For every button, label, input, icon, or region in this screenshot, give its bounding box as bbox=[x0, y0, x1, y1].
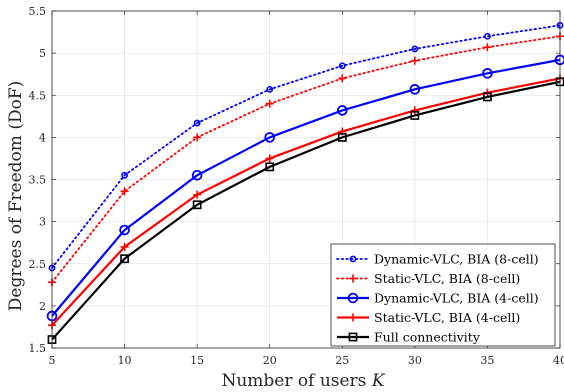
y-axis-label: Degrees of Freedom (DoF) bbox=[6, 81, 26, 312]
data-point bbox=[265, 162, 275, 172]
legend-marker bbox=[348, 332, 358, 342]
data-point bbox=[264, 132, 276, 143]
legend-box bbox=[330, 243, 556, 347]
legend-marker bbox=[349, 313, 357, 322]
data-point bbox=[119, 224, 130, 236]
data-point bbox=[410, 106, 419, 115]
series-line bbox=[51, 80, 561, 341]
legend-label: Full connectivity bbox=[374, 330, 481, 345]
y-tick-label: 1.5 bbox=[29, 342, 47, 355]
x-tick-label: 40 bbox=[553, 354, 564, 367]
y-tick-label: 5 bbox=[39, 47, 46, 60]
data-point bbox=[338, 62, 346, 70]
legend-marker bbox=[347, 292, 359, 304]
x-axis-label-text: Number of users bbox=[221, 371, 371, 391]
data-point bbox=[409, 84, 421, 95]
data-point bbox=[410, 111, 420, 120]
data-point bbox=[483, 43, 492, 52]
x-tick-label: 30 bbox=[408, 354, 422, 367]
data-point bbox=[483, 92, 492, 102]
data-point bbox=[410, 56, 419, 65]
x-tick-label: 25 bbox=[335, 354, 349, 367]
x-tick-label: 35 bbox=[480, 354, 494, 367]
data-point bbox=[338, 74, 347, 83]
x-tick-label: 20 bbox=[263, 354, 277, 367]
legend-entry: Static-VLC, BIA (4-cell) bbox=[337, 310, 520, 325]
series-line bbox=[51, 77, 561, 326]
y-tick-label: 5.5 bbox=[29, 5, 47, 18]
data-point bbox=[265, 99, 274, 108]
data-point bbox=[121, 171, 128, 179]
x-axis-label: Number of users K bbox=[221, 371, 385, 391]
legend-label: Dynamic-VLC, BIA (8-cell) bbox=[374, 252, 539, 267]
series-line bbox=[51, 58, 561, 317]
data-point bbox=[193, 119, 201, 127]
legend-entry: Dynamic-VLC, BIA (4-cell) bbox=[337, 291, 539, 306]
y-tick-label: 4.5 bbox=[29, 89, 47, 102]
data-point bbox=[411, 45, 419, 53]
series-line bbox=[51, 35, 561, 284]
series-1 bbox=[48, 21, 564, 272]
y-tick-label: 2.5 bbox=[29, 258, 47, 271]
series-line bbox=[51, 24, 561, 269]
x-tick-label: 5 bbox=[49, 354, 56, 367]
data-point bbox=[482, 68, 493, 79]
x-tick-label: 15 bbox=[190, 354, 204, 367]
legend-entry: Full connectivity bbox=[337, 330, 481, 345]
data-point bbox=[265, 154, 274, 163]
data-point bbox=[120, 242, 129, 251]
data-point bbox=[120, 254, 129, 264]
legend-label: Static-VLC, BIA (4-cell) bbox=[374, 310, 520, 325]
x-axis-label-variable: K bbox=[371, 371, 386, 391]
x-tick-label: 10 bbox=[118, 354, 132, 367]
ticks: 5 10 15 20 25 30 35 40 1.5 2 2.5 3 3.5 4 4.5 5 5.5 bbox=[29, 5, 564, 367]
legend-entry: Dynamic-VLC, BIA (8-cell) bbox=[336, 252, 539, 267]
legend-label: Static-VLC, BIA (8-cell) bbox=[374, 271, 520, 286]
y-tick-label: 4 bbox=[39, 131, 46, 144]
data-point bbox=[193, 190, 202, 199]
legend-marker bbox=[349, 255, 357, 263]
data-point bbox=[120, 187, 129, 196]
y-tick-label: 3.5 bbox=[29, 174, 47, 187]
data-point bbox=[337, 132, 347, 142]
data-point bbox=[336, 105, 348, 116]
data-point bbox=[192, 200, 202, 210]
legend: Dynamic-VLC, BIA (8-cell) Static-VLC, BIA… bbox=[330, 243, 556, 347]
series-layer bbox=[46, 21, 564, 344]
legend-entry: Static-VLC, BIA (8-cell) bbox=[336, 271, 520, 286]
data-point bbox=[191, 169, 203, 181]
legend-marker bbox=[349, 274, 357, 283]
data-point bbox=[266, 85, 274, 93]
data-point bbox=[193, 133, 202, 142]
legend-label: Dynamic-VLC, BIA (4-cell) bbox=[374, 291, 539, 306]
series-5 bbox=[47, 77, 564, 344]
y-tick-label: 2 bbox=[39, 300, 46, 313]
data-point bbox=[484, 32, 491, 40]
y-tick-label: 3 bbox=[39, 216, 46, 229]
